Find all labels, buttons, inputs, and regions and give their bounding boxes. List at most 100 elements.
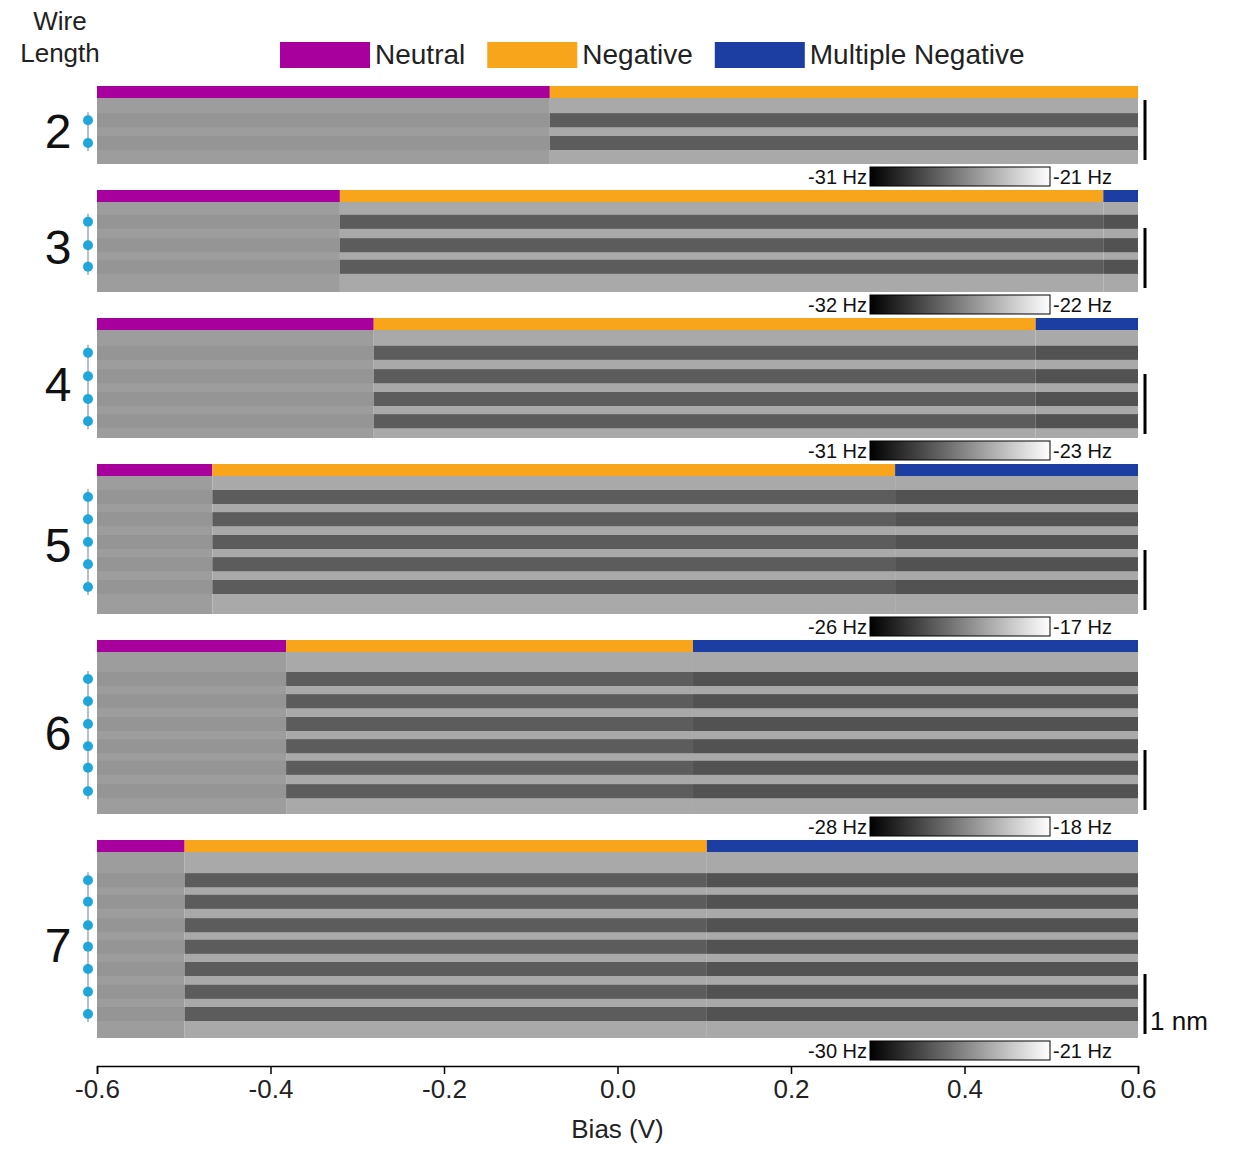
atom-dot — [83, 416, 93, 426]
wire-length: 6 — [45, 707, 72, 760]
stripe — [97, 535, 212, 549]
stripe — [97, 346, 374, 360]
x-tick-label: 0.4 — [947, 1074, 983, 1104]
stripe — [340, 215, 1103, 229]
state-segment — [97, 318, 374, 330]
panel: 4-31 Hz-23 Hz — [45, 318, 1145, 462]
atom-dot — [83, 115, 93, 125]
stripe — [97, 918, 185, 932]
colorbar-label: -32 Hz — [808, 294, 867, 316]
atom-dot — [83, 719, 93, 729]
atom-dot — [83, 240, 93, 250]
scale-bar — [1144, 750, 1147, 810]
stripe — [286, 717, 693, 731]
image-region — [693, 652, 1138, 814]
colorbar-label: -28 Hz — [808, 816, 867, 838]
atom-dot — [83, 897, 93, 907]
stripe — [97, 490, 212, 504]
stripe — [97, 260, 340, 274]
colorbar-label: -31 Hz — [808, 440, 867, 462]
stripe — [693, 784, 1138, 798]
stripe — [693, 739, 1138, 753]
stripe — [97, 895, 185, 909]
state-segment — [97, 190, 340, 202]
stripe — [707, 918, 1138, 932]
stripe — [97, 672, 286, 686]
stripe — [97, 113, 550, 127]
x-tick-label: -0.4 — [249, 1074, 294, 1104]
x-tick: -0.4 — [249, 1066, 294, 1104]
stripe — [185, 962, 707, 976]
x-tick-mark — [1138, 1066, 1140, 1074]
stripe — [707, 895, 1138, 909]
image-region — [97, 852, 185, 1038]
image — [97, 202, 1138, 292]
stripe — [212, 580, 895, 594]
wire-line — [87, 671, 89, 799]
panel: 2-31 Hz-21 Hz — [45, 86, 1145, 188]
x-tick-mark — [964, 1066, 966, 1074]
atom-dot — [83, 696, 93, 706]
legend-swatch — [487, 42, 577, 68]
stripe — [374, 369, 1036, 383]
stripe — [97, 580, 212, 594]
image — [97, 330, 1138, 438]
stripe — [97, 962, 185, 976]
legend-label: Neutral — [375, 39, 465, 70]
colorbar-label: -31 Hz — [808, 166, 867, 188]
atom-dot — [83, 394, 93, 404]
figure: WireLengthNeutralNegativeMultiple Negati… — [0, 0, 1237, 1162]
stripe — [895, 535, 1138, 549]
wire-length: 4 — [45, 358, 72, 411]
scale-bar-label: 1 nm — [1150, 1006, 1208, 1036]
image-region — [1036, 330, 1138, 438]
stripe — [1036, 369, 1138, 383]
colorbar-label: -30 Hz — [808, 1040, 867, 1062]
state-segment — [550, 86, 1138, 98]
stripe — [374, 346, 1036, 360]
colorbar — [870, 167, 1050, 186]
stripe — [693, 672, 1138, 686]
image-region — [550, 98, 1138, 164]
panel: 5-26 Hz-17 Hz — [45, 464, 1145, 638]
scale-bar — [1144, 374, 1147, 434]
x-tick: 0.6 — [1120, 1066, 1156, 1104]
state-segment — [707, 840, 1138, 852]
stripe — [97, 784, 286, 798]
stripe — [185, 895, 707, 909]
state-segment — [212, 464, 895, 476]
atom-dot — [83, 582, 93, 592]
stripe — [97, 985, 185, 999]
atom-dot — [83, 262, 93, 272]
stripe — [185, 1007, 707, 1021]
stripe — [1103, 260, 1138, 274]
x-tick: 0.4 — [947, 1066, 983, 1104]
colorbar-label: -26 Hz — [808, 616, 867, 638]
row-header: WireLength — [20, 6, 100, 68]
image-region — [97, 202, 340, 292]
image-region — [374, 330, 1036, 438]
atom-dot — [83, 348, 93, 358]
state-segment — [374, 318, 1036, 330]
stripe — [97, 557, 212, 571]
image — [97, 476, 1138, 614]
stripe — [185, 873, 707, 887]
stripe — [693, 694, 1138, 708]
stripe — [895, 557, 1138, 571]
stripe — [374, 414, 1036, 428]
scale-bar — [1144, 228, 1147, 288]
panel: 71 nm-30 Hz-21 Hz — [45, 840, 1208, 1062]
colorbar — [870, 617, 1050, 636]
legend-swatch — [280, 42, 370, 68]
stripe — [97, 512, 212, 526]
x-tick-label: -0.6 — [75, 1074, 120, 1104]
x-tick-mark — [444, 1066, 446, 1074]
image-region — [185, 852, 707, 1038]
stripe — [1036, 346, 1138, 360]
atom-dot — [83, 987, 93, 997]
x-tick-label: 0.0 — [600, 1074, 636, 1104]
stripe — [340, 260, 1103, 274]
stripe — [895, 512, 1138, 526]
wire-length: 7 — [45, 919, 72, 972]
image-region — [1103, 202, 1138, 292]
